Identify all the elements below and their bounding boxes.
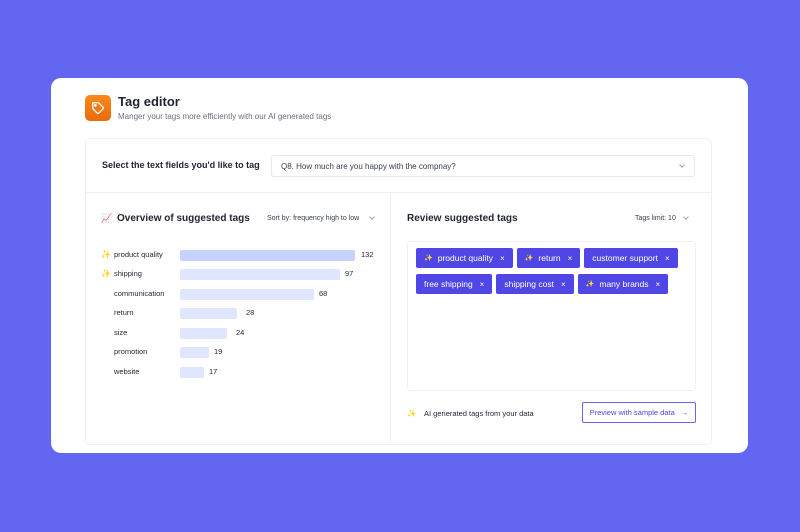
page-subtitle: Manger your tags more efficiently with o… bbox=[118, 112, 332, 121]
bar-value: 132 bbox=[361, 250, 374, 259]
tag-label: shipping cost bbox=[504, 279, 554, 289]
suggested-tags-box: ✨ product quality × ✨ return × customer … bbox=[407, 241, 696, 391]
bar-label: shipping bbox=[114, 269, 142, 278]
bar-label: size bbox=[114, 328, 128, 337]
column-divider bbox=[390, 193, 391, 445]
overview-title: Overview of suggested tags bbox=[117, 213, 250, 224]
tags-limit-label: Tags limit: 10 bbox=[635, 215, 676, 222]
overview-section: 📈 Overview of suggested tags Sort by: fr… bbox=[86, 193, 390, 445]
tag-list: ✨ product quality × ✨ return × customer … bbox=[416, 248, 696, 294]
chevron-down-icon bbox=[679, 162, 685, 168]
close-icon[interactable]: × bbox=[655, 279, 661, 289]
tag-editor-card: Tag editor Manger your tags more efficie… bbox=[51, 78, 748, 453]
bar-label: product quality bbox=[114, 250, 163, 259]
chart-increasing-icon: 📈 bbox=[101, 213, 113, 223]
bar-label: communication bbox=[114, 289, 165, 298]
tag-label: customer support bbox=[592, 253, 658, 263]
bar-row: size 24 bbox=[86, 327, 390, 339]
close-icon[interactable]: × bbox=[567, 253, 573, 263]
ai-note: ✨ AI generated tags from your data bbox=[407, 409, 534, 418]
sparkle-icon: ✨ bbox=[101, 250, 111, 259]
bar bbox=[180, 250, 355, 261]
bar-label: promotion bbox=[114, 347, 148, 356]
tag-chip[interactable]: ✨ product quality × bbox=[416, 248, 513, 268]
close-icon[interactable]: × bbox=[560, 279, 566, 289]
text-field-dropdown-value: Q8. How much are you happy with the comp… bbox=[281, 162, 456, 171]
tag-label: return bbox=[538, 253, 561, 263]
bar bbox=[180, 308, 237, 319]
review-title: Review suggested tags bbox=[407, 213, 518, 224]
bar-value: 28 bbox=[246, 308, 255, 317]
sparkle-icon: ✨ bbox=[424, 255, 433, 262]
sparkle-icon: ✨ bbox=[585, 281, 595, 288]
bar-label: return bbox=[114, 308, 134, 317]
sparkle-icon: ✨ bbox=[101, 269, 111, 278]
ai-note-text: AI generated tags from your data bbox=[424, 409, 534, 418]
tag-label: product quality bbox=[437, 253, 494, 263]
field-select-row: Select the text fields you'd like to tag… bbox=[86, 139, 711, 193]
bar-row: promotion 19 bbox=[86, 346, 390, 358]
preview-button[interactable]: Preview with sample data → bbox=[582, 402, 696, 423]
review-section: Review suggested tags Tags limit: 10 ✨ p… bbox=[391, 193, 713, 445]
arrow-right-icon: → bbox=[680, 408, 689, 417]
bar-label: website bbox=[114, 367, 140, 376]
chevron-down-icon bbox=[369, 214, 375, 220]
bar-value: 97 bbox=[345, 269, 354, 278]
bar bbox=[180, 328, 227, 339]
bar-row: communication 68 bbox=[86, 288, 390, 300]
tag-label: free shipping bbox=[424, 279, 473, 289]
page-title: Tag editor bbox=[118, 94, 180, 109]
bar bbox=[180, 367, 204, 378]
tag-chip[interactable]: ✨ return × bbox=[516, 248, 581, 268]
bar bbox=[180, 347, 209, 358]
sparkle-icon: ✨ bbox=[524, 255, 534, 262]
tag-label: many brands bbox=[599, 279, 649, 289]
text-field-dropdown[interactable]: Q8. How much are you happy with the comp… bbox=[271, 155, 695, 177]
tag-chip[interactable]: ✨ many brands × bbox=[577, 274, 669, 294]
bar-row: ✨ shipping 97 bbox=[86, 268, 390, 280]
tags-limit-dropdown[interactable]: Tags limit: 10 bbox=[635, 214, 695, 226]
close-icon[interactable]: × bbox=[479, 279, 485, 289]
close-icon[interactable]: × bbox=[664, 253, 670, 263]
sort-dropdown[interactable]: Sort by: frequency high to low bbox=[267, 214, 377, 226]
preview-button-label: Preview with sample data bbox=[589, 408, 675, 417]
bar-value: 24 bbox=[236, 328, 245, 337]
tag-icon bbox=[85, 95, 111, 121]
bar-row: ✨ product quality 132 bbox=[86, 249, 390, 261]
tag-chip[interactable]: customer support × bbox=[584, 248, 678, 268]
chevron-down-icon bbox=[683, 214, 689, 220]
bar bbox=[180, 289, 314, 300]
bar-value: 17 bbox=[209, 367, 218, 376]
bar-value: 68 bbox=[319, 289, 328, 298]
bar-row: return 28 bbox=[86, 307, 390, 319]
tag-chip[interactable]: free shipping × bbox=[416, 274, 493, 294]
field-select-label: Select the text fields you'd like to tag bbox=[102, 160, 260, 170]
tag-panel: Select the text fields you'd like to tag… bbox=[85, 138, 712, 445]
sparkle-icon: ✨ bbox=[407, 409, 417, 418]
close-icon[interactable]: × bbox=[500, 253, 505, 263]
bar-value: 19 bbox=[214, 347, 223, 356]
sort-dropdown-label: Sort by: frequency high to low bbox=[267, 215, 360, 222]
bar bbox=[180, 269, 340, 280]
tag-chip[interactable]: shipping cost × bbox=[496, 274, 574, 294]
bar-row: website 17 bbox=[86, 366, 390, 378]
